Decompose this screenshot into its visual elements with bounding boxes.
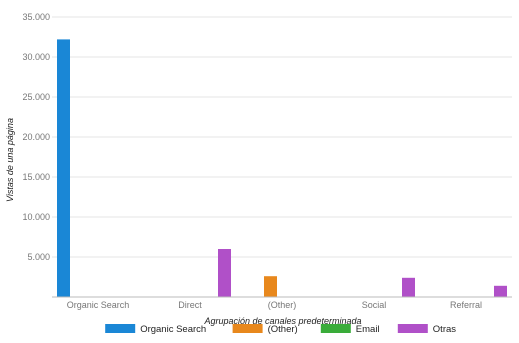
x-tick-label: Referral <box>450 300 482 310</box>
bars <box>57 39 507 298</box>
y-tick-label: 20.000 <box>22 132 50 142</box>
legend-swatch <box>320 324 351 333</box>
x-tick-label: (Other) <box>268 300 297 310</box>
legend-label[interactable]: Organic Search <box>140 324 206 335</box>
legend-swatch <box>232 324 263 333</box>
legend-swatch <box>105 324 136 333</box>
x-tick-label: Direct <box>178 300 202 310</box>
legend: Organic Search (Other) Email Otras <box>105 324 456 335</box>
bar-other-2[interactable] <box>264 276 277 297</box>
bar-otras-3[interactable] <box>402 277 415 297</box>
x-tick-label: Organic Search <box>67 300 130 310</box>
bar-organic-search-0[interactable] <box>57 39 70 298</box>
grid-lines <box>52 16 512 258</box>
y-axis-title: Vistas de una página <box>5 118 15 202</box>
y-tick-label: 5.000 <box>27 252 50 262</box>
y-tick-label: 10.000 <box>22 212 50 222</box>
x-tick-label: Social <box>362 300 387 310</box>
legend-label[interactable]: Otras <box>433 324 456 335</box>
legend-label[interactable]: Email <box>356 324 380 335</box>
legend-swatch <box>397 324 428 333</box>
y-tick-label: 35.000 <box>22 12 50 22</box>
y-tick-label: 25.000 <box>22 92 50 102</box>
axes: 35.000 30.000 25.000 20.000 15.000 10.000 5.00… <box>22 12 512 310</box>
y-tick-label: 30.000 <box>22 52 50 62</box>
y-tick-label: 15.000 <box>22 172 50 182</box>
bar-otras-1[interactable] <box>218 249 231 297</box>
x-axis-title: Agrupación de canales predeterminada <box>203 316 361 326</box>
legend-label[interactable]: (Other) <box>268 324 298 335</box>
bar-otras-4[interactable] <box>494 285 507 297</box>
